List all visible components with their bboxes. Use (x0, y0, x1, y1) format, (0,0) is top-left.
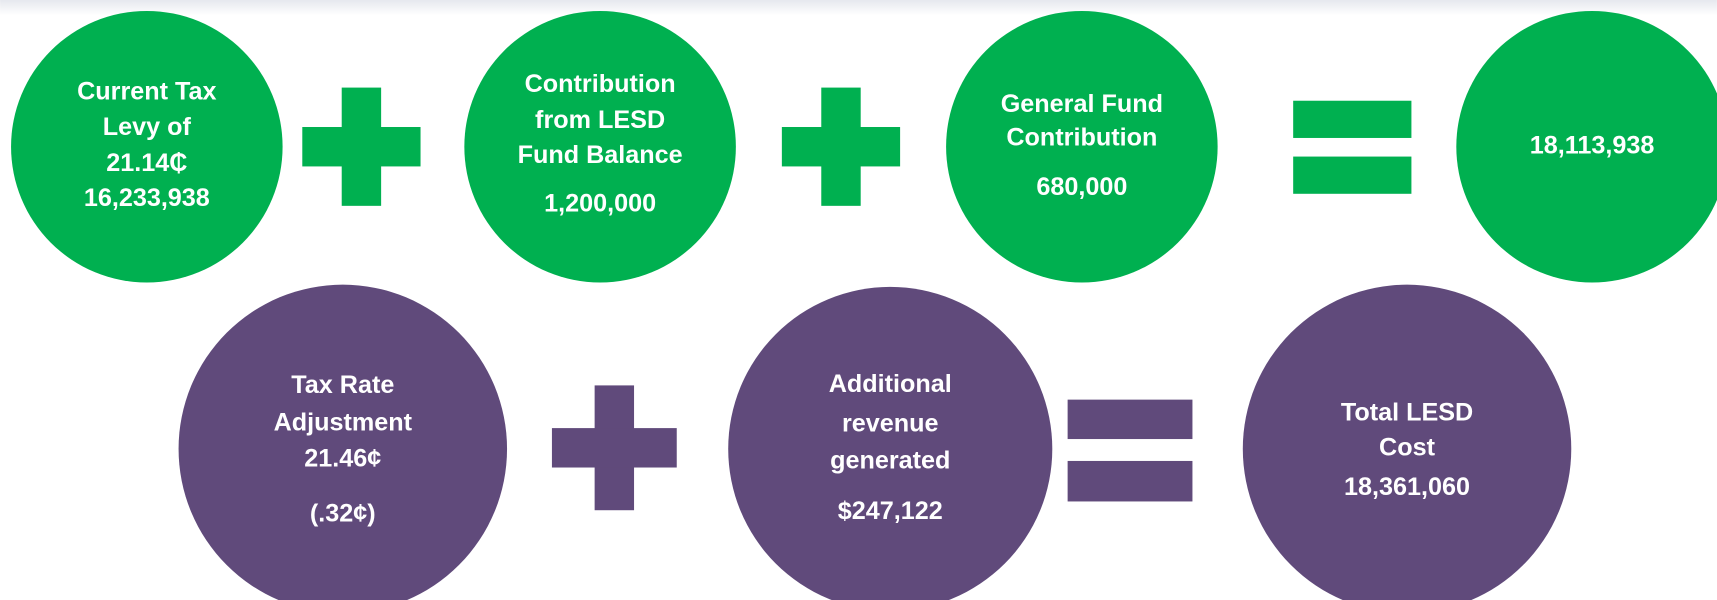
node-label: 21.46¢ (304, 445, 381, 473)
node-label: 18,113,938 (1530, 131, 1655, 159)
node-label: $247,122 (838, 497, 943, 525)
node-label: Fund Balance (518, 141, 683, 169)
node-label: Contribution (1006, 124, 1157, 152)
node-circle (1456, 10, 1717, 283)
plus-sign (302, 87, 421, 206)
node-label: 16,233,938 (84, 184, 210, 212)
node-label: Contribution (525, 70, 676, 98)
node-label: Tax Rate (291, 371, 394, 399)
node-label: General Fund (1001, 90, 1163, 118)
node-circle (946, 10, 1218, 283)
node-label: 18,361,060 (1344, 473, 1470, 501)
node-circle (464, 10, 736, 283)
node-label: generated (830, 447, 950, 475)
node-label: from LESD (535, 106, 665, 134)
node-label: (.32¢) (310, 499, 376, 527)
top-band (0, 0, 1717, 16)
node-circle (11, 10, 283, 283)
node-label: Current Tax (77, 78, 216, 106)
node-label: Levy of (103, 113, 192, 141)
node-label: Cost (1379, 434, 1436, 462)
node-circle (1242, 284, 1572, 600)
node-circle (178, 284, 507, 600)
node-circle (728, 286, 1053, 600)
node-label: Additional (829, 370, 952, 398)
plus-sign (551, 385, 677, 511)
node-label: revenue (842, 409, 939, 437)
node-label: 1,200,000 (544, 189, 656, 217)
plus-sign (781, 87, 901, 206)
node-label: Total LESD (1341, 399, 1473, 427)
equals-sign (1067, 399, 1193, 502)
node-label: 680,000 (1036, 173, 1127, 201)
equals-sign (1293, 100, 1412, 194)
node-label: 21.14₵ (106, 149, 187, 177)
node-label: Adjustment (274, 408, 413, 436)
